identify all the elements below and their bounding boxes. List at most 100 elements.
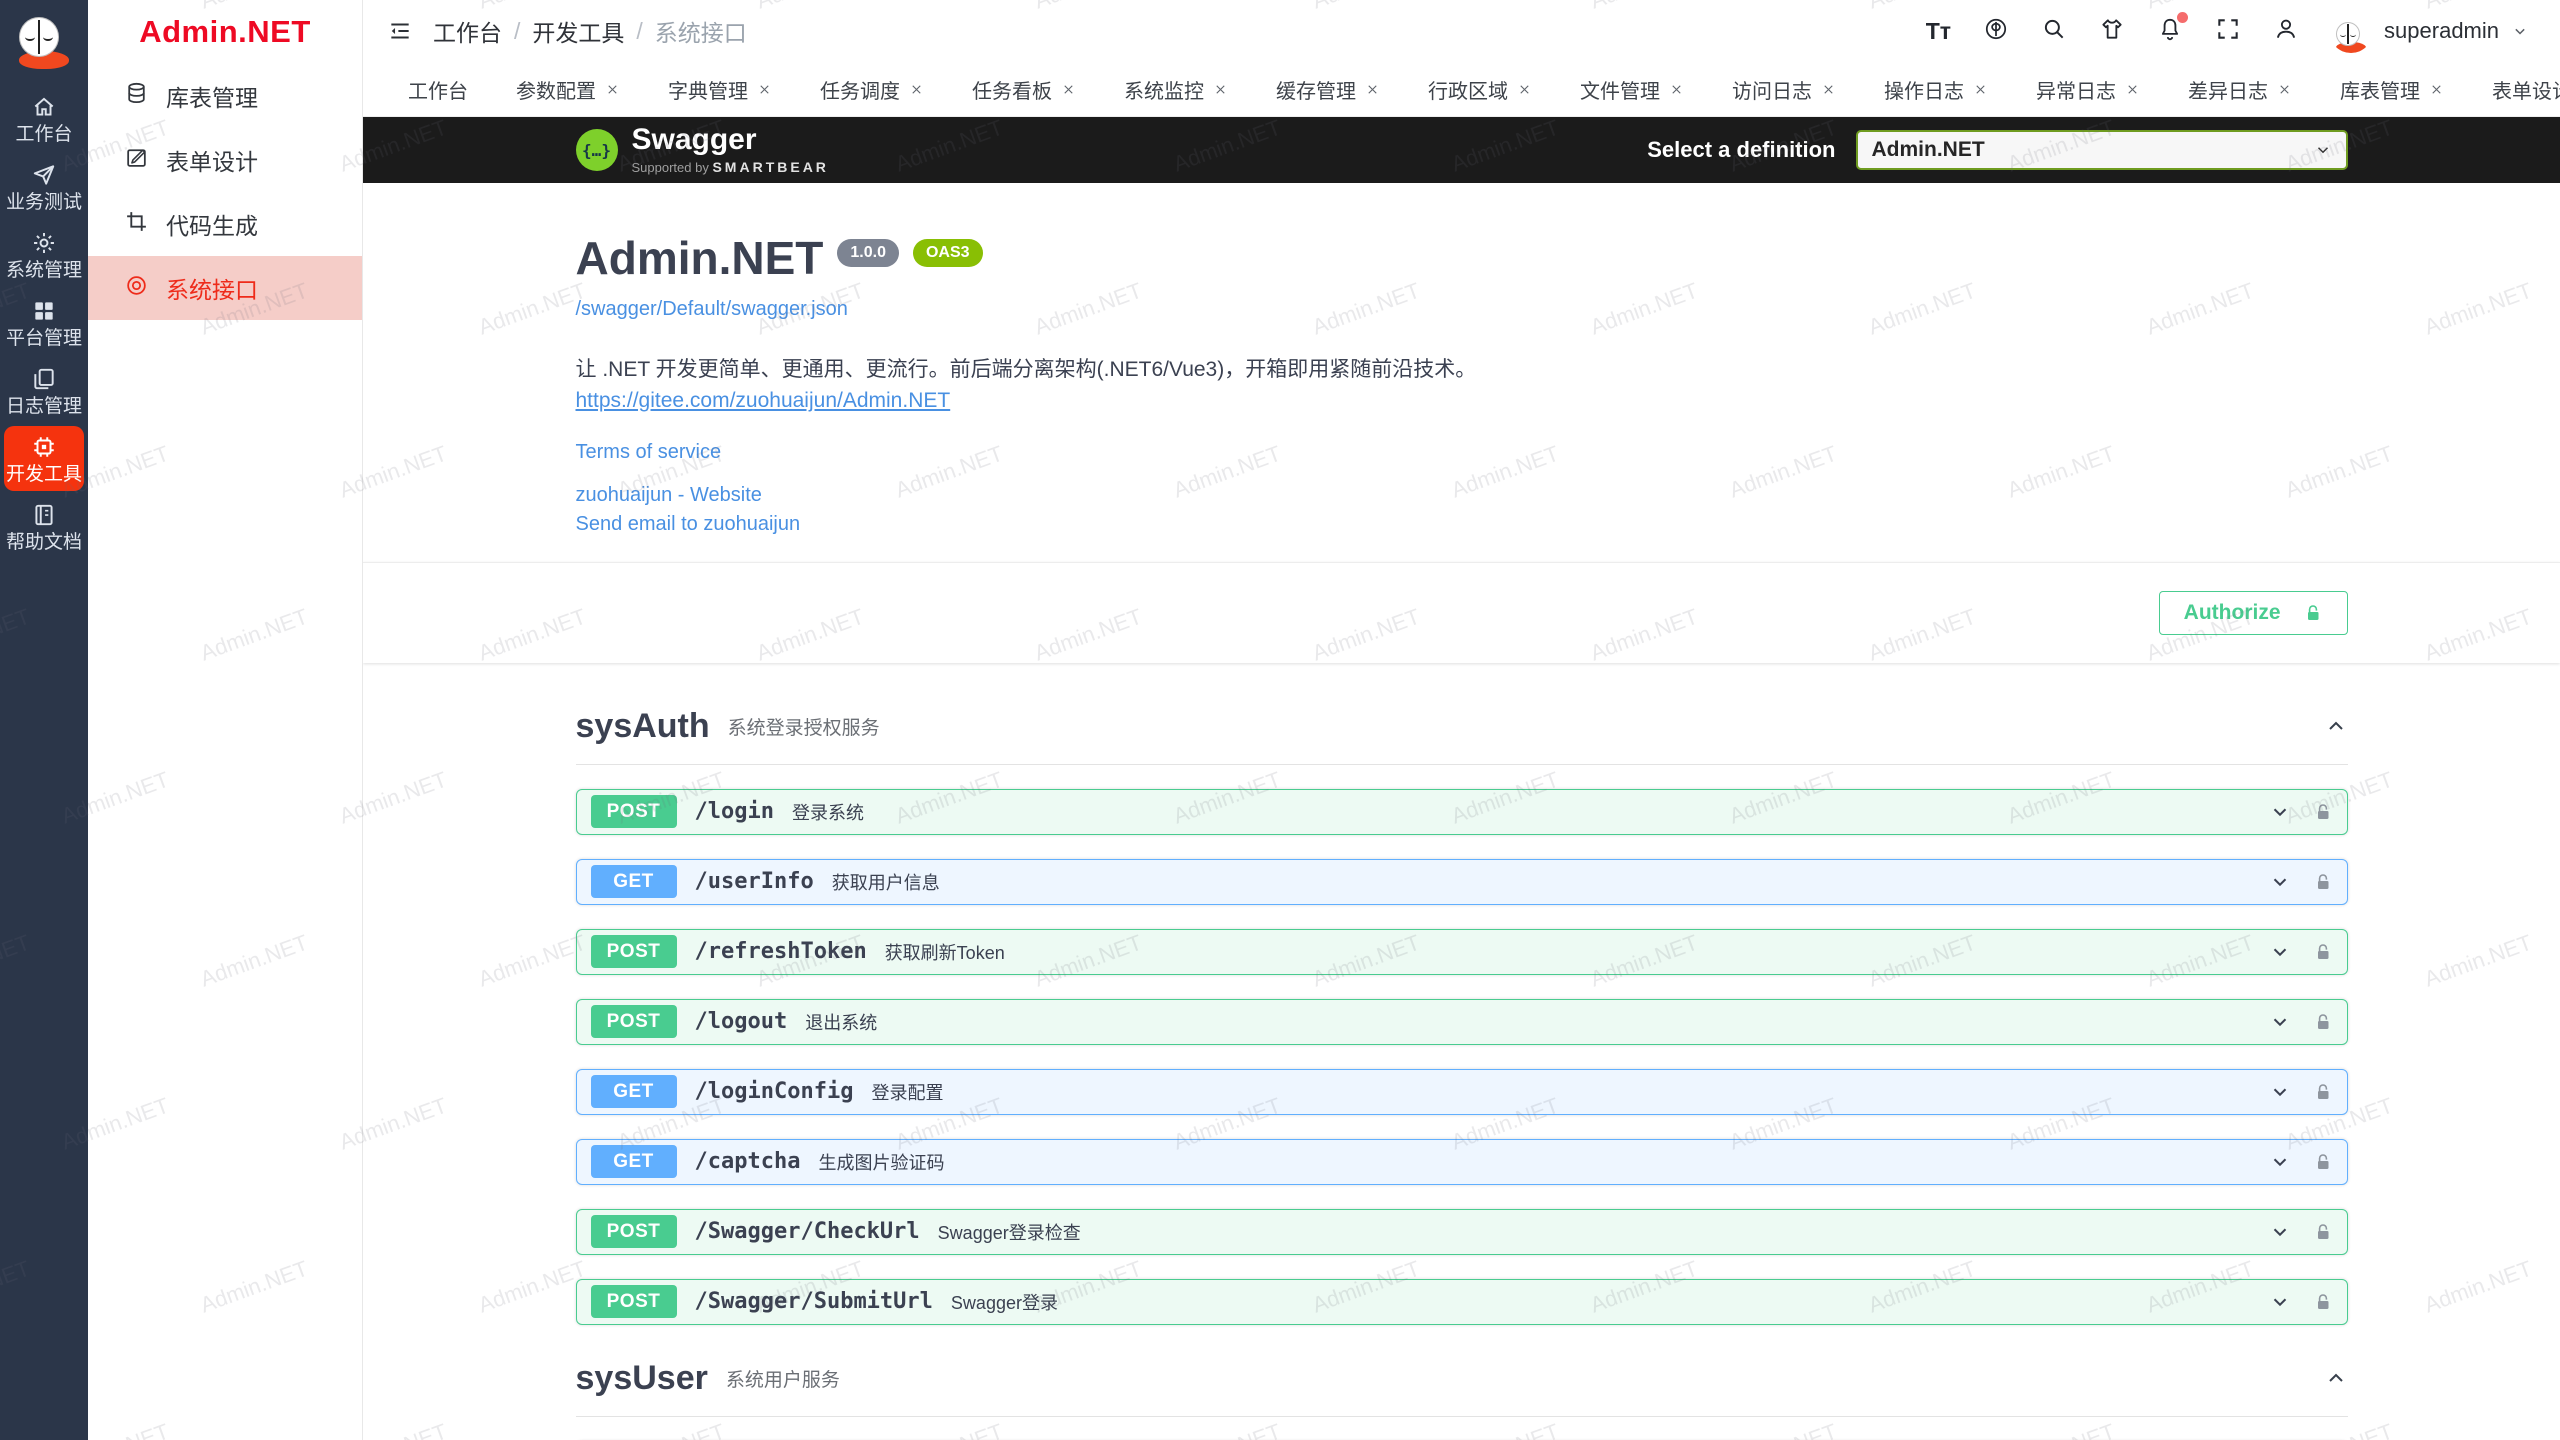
theme-button[interactable]	[2099, 16, 2125, 47]
expand-operation-icon[interactable]	[2269, 1151, 2291, 1173]
tab-close-icon[interactable]	[2277, 82, 2292, 97]
sidebar-item-crop[interactable]: 代码生成	[88, 192, 362, 256]
app-logo-mascot[interactable]	[0, 0, 88, 86]
api-sections: sysAuth 系统登录授权服务 POST/login 登录系统 GET/userInf…	[556, 697, 2368, 1440]
api-operation-row[interactable]: POST/Swagger/CheckUrl Swagger登录检查	[575, 1208, 2348, 1255]
sidebar-item-form[interactable]: 表单设计	[88, 128, 362, 192]
api-path: /userInfo	[694, 869, 814, 895]
auth-lock-icon[interactable]	[2313, 1082, 2333, 1102]
tab-10[interactable]: 操作日志	[1867, 68, 2005, 111]
expand-operation-icon[interactable]	[2269, 1081, 2291, 1103]
breadcrumb-item[interactable]: 开发工具	[532, 20, 625, 46]
swagger-body: Admin.NET 1.0.0 OAS3 /swagger/Default/sw…	[363, 183, 2560, 1440]
expand-operation-icon[interactable]	[2269, 1221, 2291, 1243]
tab-2[interactable]: 字典管理	[651, 68, 789, 111]
section-name: sysUser	[575, 1358, 708, 1397]
tab-close-icon[interactable]	[605, 82, 620, 97]
rail-item-send[interactable]: 业务测试	[4, 154, 84, 219]
expand-operation-icon[interactable]	[2269, 801, 2291, 823]
auth-lock-icon[interactable]	[2313, 942, 2333, 962]
search-button[interactable]	[2041, 16, 2067, 47]
expand-operation-icon[interactable]	[2269, 1011, 2291, 1033]
repo-link[interactable]: https://gitee.com/zuohuaijun/Admin.NET	[575, 388, 951, 412]
contact-email-link[interactable]: Send email to zuohuaijun	[575, 512, 801, 535]
rail-item-gear[interactable]: 系统管理	[4, 222, 84, 287]
auth-lock-icon[interactable]	[2313, 1012, 2333, 1032]
rail-item-home[interactable]: 工作台	[4, 86, 84, 151]
tab-close-icon[interactable]	[1821, 82, 1836, 97]
font-size-button[interactable]: Tт	[1926, 19, 1951, 43]
rail-item-grid[interactable]: 平台管理	[4, 290, 84, 355]
rail-menu: 工作台业务测试系统管理 平台管理 日志管理 开发工具帮助文档	[0, 86, 88, 562]
tab-9[interactable]: 访问日志	[1715, 68, 1853, 111]
api-operation-row[interactable]: GET/loginConfig 登录配置	[575, 1068, 2348, 1115]
tab-close-icon[interactable]	[1973, 82, 1988, 97]
terms-of-service-link[interactable]: Terms of service	[575, 440, 722, 463]
collapse-section-icon[interactable]	[2324, 1366, 2348, 1390]
auth-lock-icon[interactable]	[2313, 872, 2333, 892]
api-operation-row[interactable]: POST/Swagger/SubmitUrl Swagger登录	[575, 1278, 2348, 1325]
swagger-logo[interactable]: {…} Swagger Supported by SMARTBEAR	[575, 125, 829, 175]
contact-website-link[interactable]: zuohuaijun - Website	[575, 483, 762, 506]
tab-13[interactable]: 库表管理	[2323, 68, 2461, 111]
tab-0[interactable]: 工作台	[391, 68, 485, 111]
tab-1[interactable]: 参数配置	[499, 68, 637, 111]
collapse-section-icon[interactable]	[2324, 714, 2348, 738]
tab-close-icon[interactable]	[1213, 82, 1228, 97]
sidebar-item-label: 系统接口	[166, 277, 258, 303]
row-actions	[2269, 1151, 2333, 1173]
authorize-button[interactable]: Authorize	[2158, 590, 2348, 635]
tab-3[interactable]: 任务调度	[803, 68, 941, 111]
notifications-button[interactable]	[2157, 11, 2189, 47]
tab-14[interactable]: 表单设计	[2475, 68, 2560, 111]
tab-12[interactable]: 差异日志	[2171, 68, 2309, 111]
expand-operation-icon[interactable]	[2269, 871, 2291, 893]
auth-lock-icon[interactable]	[2313, 802, 2333, 822]
api-operation-row[interactable]: POST/logout 退出系统	[575, 998, 2348, 1045]
tab-close-icon[interactable]	[757, 82, 772, 97]
tab-close-icon[interactable]	[1669, 82, 1684, 97]
rail-item-chip[interactable]: 开发工具	[4, 426, 84, 491]
tab-close-icon[interactable]	[1517, 82, 1532, 97]
tab-11[interactable]: 异常日志	[2019, 68, 2157, 111]
tab-8[interactable]: 文件管理	[1563, 68, 1701, 111]
api-operation-row[interactable]: GET/captcha 生成图片验证码	[575, 1138, 2348, 1185]
auth-lock-icon[interactable]	[2313, 1292, 2333, 1312]
expand-operation-icon[interactable]	[2269, 941, 2291, 963]
sidebar-item-database[interactable]: 库表管理	[88, 64, 362, 128]
http-method-badge: POST	[590, 1005, 677, 1039]
tab-5[interactable]: 系统监控	[1107, 68, 1245, 111]
language-button[interactable]	[1983, 16, 2009, 47]
tab-close-icon[interactable]	[1061, 82, 1076, 97]
api-operation-row[interactable]: POST/login 登录系统	[575, 788, 2348, 835]
tab-6[interactable]: 缓存管理	[1259, 68, 1397, 111]
tab-7[interactable]: 行政区域	[1411, 68, 1549, 111]
collapse-menu-icon[interactable]	[387, 18, 413, 44]
tab-close-icon[interactable]	[1365, 82, 1380, 97]
api-path: /login	[694, 799, 774, 825]
rail-item-book[interactable]: 帮助文档	[4, 494, 84, 559]
spec-url-link[interactable]: /swagger/Default/swagger.json	[575, 297, 848, 320]
tab-4[interactable]: 任务看板	[955, 68, 1093, 111]
tab-close-icon[interactable]	[2125, 82, 2140, 97]
api-operation-row[interactable]: GET/userInfo 获取用户信息	[575, 858, 2348, 905]
tab-close-icon[interactable]	[2429, 82, 2444, 97]
tab-label: 行政区域	[1428, 80, 1508, 103]
fullscreen-button[interactable]	[2215, 16, 2241, 47]
rail-item-label: 业务测试	[5, 192, 82, 213]
api-operation-row[interactable]: POST/refreshToken 获取刷新Token	[575, 928, 2348, 975]
auth-lock-icon[interactable]	[2313, 1152, 2333, 1172]
breadcrumb-item[interactable]: 工作台	[433, 20, 502, 46]
user-menu[interactable]: superadmin	[2329, 9, 2530, 53]
api-section-header[interactable]: sysAuth 系统登录授权服务	[575, 697, 2348, 765]
app-logo-text[interactable]: Admin.NET	[139, 14, 311, 49]
tab-close-icon[interactable]	[909, 82, 924, 97]
rail-item-docs[interactable]: 日志管理	[4, 358, 84, 423]
auth-lock-icon[interactable]	[2313, 1222, 2333, 1242]
expand-operation-icon[interactable]	[2269, 1291, 2291, 1313]
api-section-header[interactable]: sysUser 系统用户服务	[575, 1349, 2348, 1417]
rail-item-label: 帮助文档	[5, 532, 82, 553]
sidebar-item-target[interactable]: 系统接口	[88, 256, 362, 320]
profile-button[interactable]	[2273, 16, 2299, 47]
definition-select[interactable]: Admin.NET	[1855, 130, 2348, 170]
